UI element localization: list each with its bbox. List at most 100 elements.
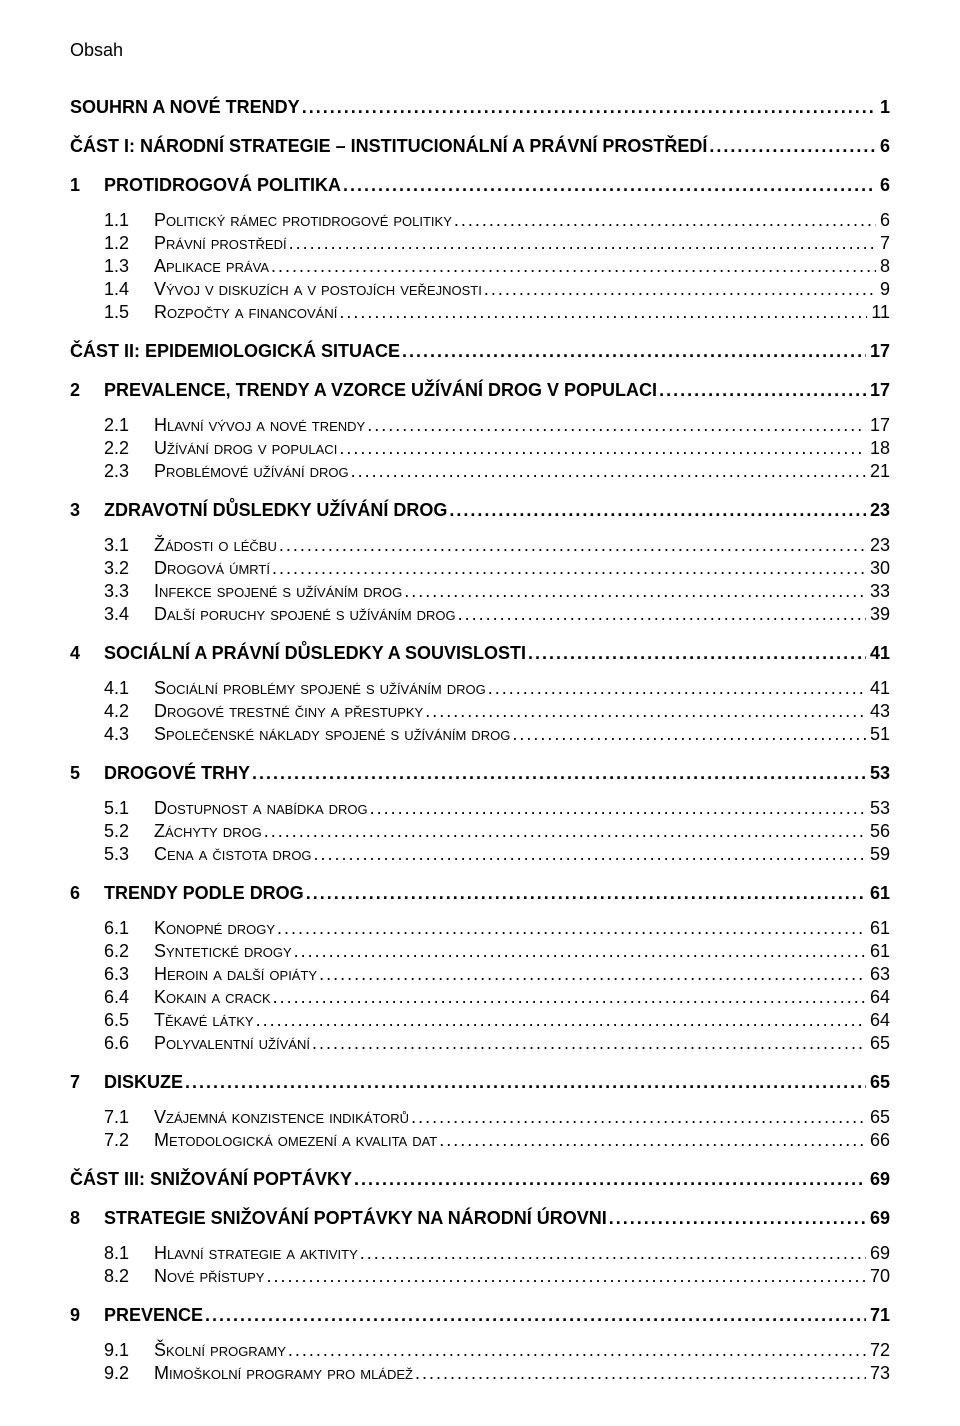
toc-entry-title: Těkavé látky — [154, 1010, 256, 1031]
toc-entry-title: ČÁST II: EPIDEMIOLOGICKÁ SITUACE — [70, 341, 402, 362]
toc-entry-page: 51 — [866, 724, 890, 745]
toc-entry-lvl2: 4.3Společenské náklady spojené s užívání… — [104, 724, 890, 745]
toc-dot-leader — [367, 415, 866, 436]
toc-dot-leader — [360, 1243, 866, 1264]
toc-dot-leader — [294, 941, 866, 962]
toc-entry-lvl1: 4SOCIÁLNÍ A PRÁVNÍ DŮSLEDKY A SOUVISLOST… — [70, 643, 890, 664]
toc-entry-page: 23 — [866, 500, 890, 521]
toc-dot-leader — [266, 1266, 866, 1287]
toc-entry-number: 1 — [70, 175, 104, 196]
toc-entry-lvl1: 9PREVENCE 71 — [70, 1305, 890, 1326]
toc-entry-lvl2: 3.2Drogová úmrtí30 — [104, 558, 890, 579]
toc-entry-number: 3 — [70, 500, 104, 521]
toc-entry-lvl2: 3.4Další poruchy spojené s užíváním drog… — [104, 604, 890, 625]
toc-entry-lvl1: ČÁST III: SNIŽOVÁNÍ POPTÁVKY69 — [70, 1169, 890, 1190]
toc-entry-number: 8.2 — [104, 1266, 154, 1287]
toc-entry-page: 53 — [866, 798, 890, 819]
toc-entry-page: 65 — [866, 1033, 890, 1054]
toc-entry-number: 6 — [70, 883, 104, 904]
toc-dot-leader — [306, 883, 866, 904]
toc-entry-page: 11 — [867, 302, 890, 323]
toc-entry-number: 7 — [70, 1072, 104, 1093]
toc-entry-number: 5.3 — [104, 844, 154, 865]
toc-entry-page: 53 — [866, 763, 890, 784]
toc-entry-lvl2: 8.1Hlavní strategie a aktivity69 — [104, 1243, 890, 1264]
toc-entry-lvl2: 5.1Dostupnost a nabídka drog53 — [104, 798, 890, 819]
toc-entry-number: 1.2 — [104, 233, 154, 254]
toc-entry-lvl1: 7DISKUZE 65 — [70, 1072, 890, 1093]
toc-entry-lvl2: 6.1Konopné drogy61 — [104, 918, 890, 939]
toc-entry-title: DISKUZE — [104, 1072, 185, 1093]
toc-entry-lvl1: 8STRATEGIE SNIŽOVÁNÍ POPTÁVKY NA NÁRODNÍ… — [70, 1208, 890, 1229]
toc-dot-leader — [343, 175, 876, 196]
toc-entry-number: 1.5 — [104, 302, 154, 323]
toc-entry-number: 6.1 — [104, 918, 154, 939]
toc-entry-page: 6 — [876, 210, 890, 231]
toc-entry-page: 63 — [866, 964, 890, 985]
toc-dot-leader — [402, 341, 866, 362]
toc-entry-number: 6.5 — [104, 1010, 154, 1031]
toc-entry-lvl2: 6.3Heroin a další opiáty63 — [104, 964, 890, 985]
toc-entry-lvl2: 4.1Sociální problémy spojené s užíváním … — [104, 678, 890, 699]
toc-entry-page: 17 — [866, 415, 890, 436]
toc-entry-number: 2.2 — [104, 438, 154, 459]
toc-entry-lvl2: 8.2Nové přístupy 70 — [104, 1266, 890, 1287]
toc-entry-page: 65 — [866, 1072, 890, 1093]
toc-entry-number: 2.3 — [104, 461, 154, 482]
toc-dot-leader — [351, 461, 866, 482]
toc-entry-title: Žádosti o léčbu — [154, 535, 279, 556]
toc-entry-page: 30 — [866, 558, 890, 579]
toc-entry-number: 3.4 — [104, 604, 154, 625]
toc-entry-title: Nové přístupy — [154, 1266, 266, 1287]
toc-entry-lvl2: 5.3Cena a čistota drog59 — [104, 844, 890, 865]
toc-entry-lvl2: 2.1Hlavní vývoj a nové trendy17 — [104, 415, 890, 436]
toc-entry-lvl2: 1.3Aplikace práva8 — [104, 256, 890, 277]
toc-entry-page: 18 — [866, 438, 890, 459]
toc-entry-page: 66 — [866, 1130, 890, 1151]
toc-entry-number: 3.2 — [104, 558, 154, 579]
toc-entry-page: 56 — [866, 821, 890, 842]
toc-entry-title: DROGOVÉ TRHY — [104, 763, 252, 784]
toc-entry-number: 9.1 — [104, 1340, 154, 1361]
toc-entry-page: 71 — [866, 1305, 890, 1326]
toc-dot-leader — [288, 1340, 866, 1361]
toc-entry-number: 4 — [70, 643, 104, 664]
toc-entry-page: 69 — [866, 1208, 890, 1229]
toc-dot-leader — [411, 1107, 866, 1128]
toc-entry-title: Školní programy — [154, 1340, 288, 1361]
toc-entry-number: 2 — [70, 380, 104, 401]
toc-entry-title: Problémové užívání drog — [154, 461, 351, 482]
toc-entry-page: 69 — [866, 1169, 890, 1190]
toc-entry-title: Aplikace práva — [154, 256, 271, 277]
toc-entry-number: 7.1 — [104, 1107, 154, 1128]
toc-entry-page: 6 — [876, 136, 890, 157]
toc-dot-leader — [659, 380, 866, 401]
toc-dot-leader — [279, 535, 866, 556]
toc-entry-page: 70 — [866, 1266, 890, 1287]
toc-entry-number: 1.4 — [104, 279, 154, 300]
toc-dot-leader — [256, 1010, 866, 1031]
toc-entry-number: 9 — [70, 1305, 104, 1326]
toc-entry-page: 64 — [866, 1010, 890, 1031]
toc-entry-title: PREVENCE — [104, 1305, 205, 1326]
toc-entry-page: 73 — [866, 1363, 890, 1384]
toc-entry-title: Vývoj v diskuzích a v postojích veřejnos… — [154, 279, 484, 300]
toc-entry-page: 61 — [866, 941, 890, 962]
toc-entry-number: 6.4 — [104, 987, 154, 1008]
toc-dot-leader — [425, 701, 866, 722]
toc-entry-lvl2: 3.1Žádosti o léčbu23 — [104, 535, 890, 556]
toc-dot-leader — [252, 763, 866, 784]
toc-entry-lvl1: 6TRENDY PODLE DROG61 — [70, 883, 890, 904]
toc-entry-number: 6.2 — [104, 941, 154, 962]
toc-entry-page: 41 — [866, 678, 890, 699]
toc-entry-page: 43 — [866, 701, 890, 722]
toc-entry-page: 1 — [876, 97, 890, 118]
toc-entry-title: Kokain a crack — [154, 987, 273, 1008]
toc-dot-leader — [273, 987, 866, 1008]
toc-entry-page: 65 — [866, 1107, 890, 1128]
toc-entry-lvl2: 6.6Polyvalentní užívání65 — [104, 1033, 890, 1054]
toc-entry-number: 1.3 — [104, 256, 154, 277]
toc-dot-leader — [404, 581, 866, 602]
toc-entry-lvl2: 5.2Záchyty drog56 — [104, 821, 890, 842]
toc-entry-lvl2: 3.3Infekce spojené s užíváním drog33 — [104, 581, 890, 602]
